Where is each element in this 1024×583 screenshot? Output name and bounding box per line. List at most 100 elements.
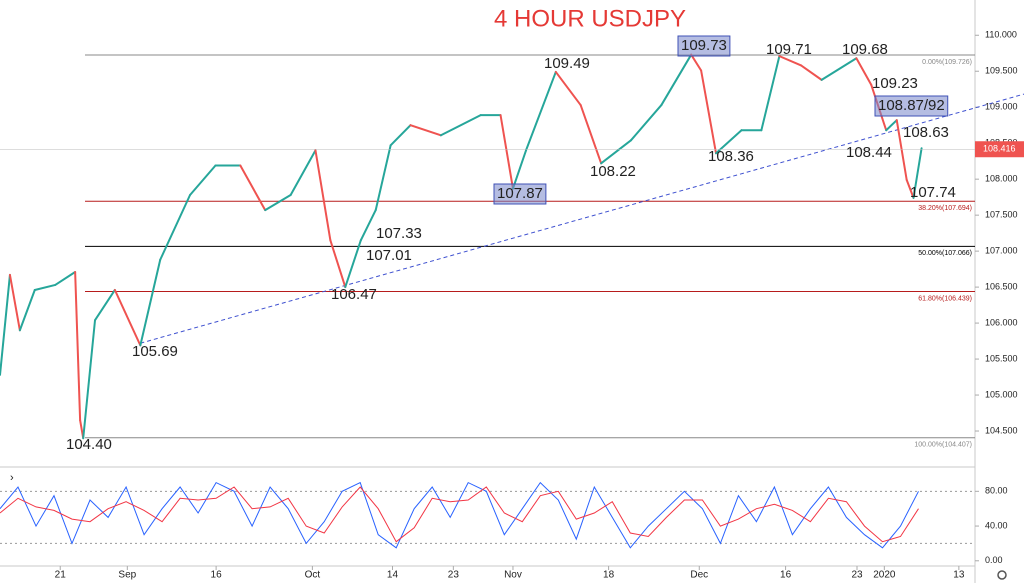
- price-segment: [189, 164, 217, 197]
- x-tick-label: 23: [851, 570, 863, 581]
- price-segment: [359, 209, 377, 242]
- price-segment: [778, 55, 803, 67]
- y-tick-label: 106.500: [985, 281, 1018, 291]
- fib-label: 38.20%(107.694): [918, 205, 972, 212]
- fib-label: 61.80%(106.439): [918, 295, 972, 302]
- x-tick-label: 13: [953, 570, 965, 581]
- price-annotation: 108.36: [708, 148, 754, 165]
- price-annotation: 107.01: [366, 247, 412, 264]
- price-segment: [409, 124, 442, 137]
- price-segment: [912, 147, 923, 199]
- x-tick-label: Dec: [690, 570, 708, 581]
- collapse-icon[interactable]: ›: [10, 472, 14, 484]
- price-segment: [499, 114, 514, 190]
- current-price-box: [975, 141, 1024, 158]
- price-segment: [629, 104, 663, 142]
- y-tick-label: 104.500: [985, 425, 1018, 435]
- x-tick-label: 16: [211, 570, 223, 581]
- price-segment: [159, 194, 192, 261]
- y-tick-label: 40.00: [985, 520, 1008, 530]
- trendline: [140, 93, 1024, 344]
- price-segment: [700, 69, 718, 155]
- price-segment: [264, 194, 292, 212]
- price-segment: [344, 239, 362, 289]
- annotation-box: [493, 183, 547, 205]
- x-tick-label: 16: [780, 570, 792, 581]
- price-segment: [855, 57, 873, 86]
- price-annotation: 109.23: [872, 75, 918, 92]
- price-segment: [18, 288, 36, 332]
- price-segment: [760, 55, 781, 132]
- chart-title: 4 HOUR USDJPY: [494, 5, 686, 32]
- price-segment: [74, 270, 82, 422]
- fib-label: 50.00%(107.066): [918, 250, 972, 257]
- price-segment: [660, 53, 693, 107]
- y-tick-label: 109.000: [985, 102, 1018, 112]
- price-segment: [579, 104, 603, 165]
- y-tick-label: 0.00: [985, 555, 1003, 565]
- settings-icon[interactable]: [997, 570, 1007, 580]
- price-annotation: 105.69: [132, 343, 178, 360]
- price-segment: [113, 288, 142, 347]
- x-tick-label: 21: [55, 570, 67, 581]
- price-segment: [289, 149, 317, 197]
- price-segment: [94, 288, 116, 322]
- y-tick-label: 108.000: [985, 174, 1018, 184]
- price-annotation: 109.71: [766, 41, 812, 58]
- price-segment: [800, 64, 823, 81]
- price-segment: [239, 164, 267, 212]
- x-tick-label: Oct: [305, 570, 321, 581]
- price-annotation: 108.22: [590, 163, 636, 180]
- price-annotation: 107.74: [910, 184, 956, 201]
- x-tick-label: 23: [448, 570, 460, 581]
- price-segment: [905, 178, 915, 199]
- y-tick-label: 110.000: [985, 30, 1017, 40]
- x-tick-label: Nov: [504, 570, 522, 581]
- price-segment: [314, 149, 332, 242]
- price-segment: [374, 144, 392, 212]
- price-segment: [554, 70, 582, 107]
- x-tick-label: 2020: [873, 570, 896, 581]
- price-segment: [54, 270, 77, 286]
- y-tick-label: 107.000: [985, 246, 1018, 256]
- price-segment: [690, 53, 703, 72]
- annotation-box: [874, 95, 949, 117]
- x-tick-label: 14: [387, 570, 399, 581]
- stoch-line: [0, 486, 919, 543]
- price-segment: [895, 119, 908, 181]
- price-segment: [0, 273, 11, 376]
- price-segment: [511, 149, 528, 190]
- y-tick-label: 106.000: [985, 317, 1018, 327]
- price-segment: [82, 319, 97, 440]
- price-annotation: 108.63: [903, 124, 949, 141]
- price-segment: [139, 258, 162, 347]
- price-annotation: 108.87/92: [878, 97, 945, 114]
- price-segment: [389, 124, 412, 147]
- price-segment: [439, 114, 482, 137]
- price-segment: [820, 57, 858, 81]
- price-annotation: 109.68: [842, 41, 888, 58]
- y-tick-label: 105.500: [985, 353, 1018, 363]
- price-annotation: 107.87: [497, 185, 543, 202]
- price-segment: [329, 239, 347, 289]
- price-annotation: 107.33: [376, 225, 422, 242]
- y-tick-label: 105.000: [985, 389, 1018, 399]
- price-segment: [885, 119, 898, 132]
- x-tick-label: 18: [603, 570, 615, 581]
- fib-label: 100.00%(104.407): [914, 442, 972, 449]
- x-tick-label: Sep: [118, 570, 136, 581]
- y-tick-label: 107.500: [985, 210, 1018, 220]
- fib-label: 0.00%(109.726): [922, 59, 972, 66]
- current-price-label: 108.416: [983, 144, 1016, 154]
- price-segment: [600, 139, 632, 165]
- price-segment: [8, 273, 21, 332]
- price-annotation: 108.44: [846, 144, 892, 161]
- y-tick-label: 80.00: [985, 486, 1008, 496]
- price-annotation: 109.73: [681, 37, 727, 54]
- price-segment: [525, 70, 557, 152]
- stoch-line: [0, 481, 919, 549]
- price-annotation: 104.40: [66, 436, 112, 453]
- y-tick-label: 109.500: [985, 66, 1018, 76]
- annotation-box: [677, 35, 731, 57]
